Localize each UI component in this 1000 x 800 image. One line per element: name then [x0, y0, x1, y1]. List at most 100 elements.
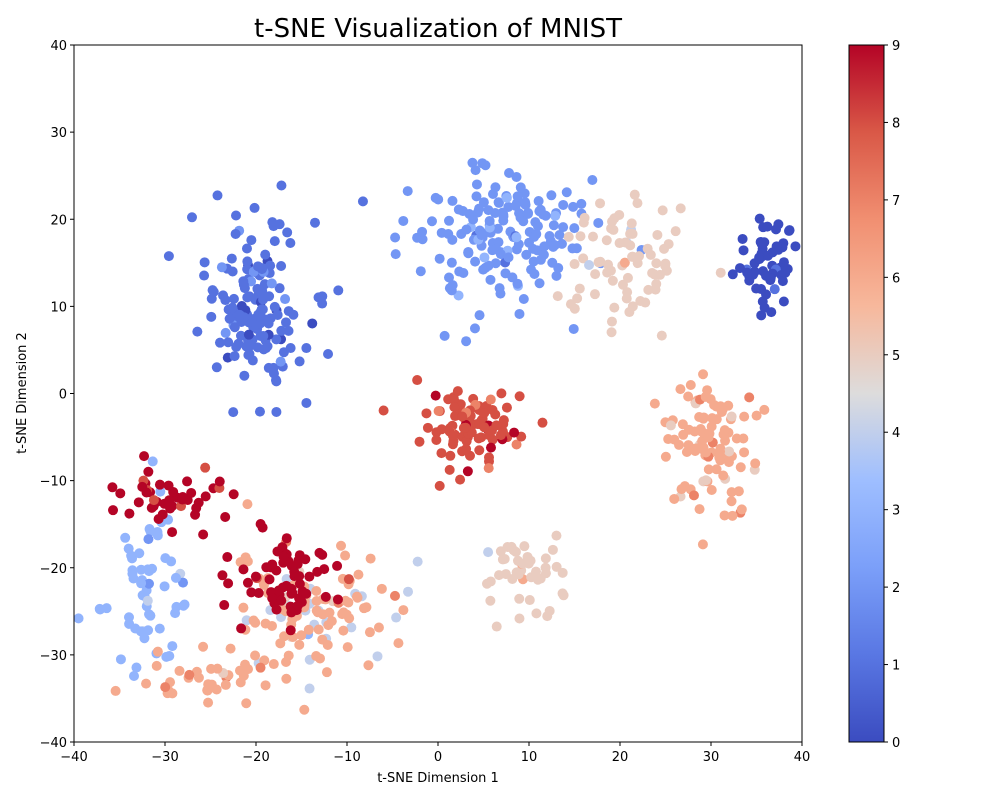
scatter-point	[433, 194, 444, 205]
scatter-point	[127, 568, 138, 579]
scatter-point	[766, 307, 777, 318]
scatter-point	[120, 532, 131, 543]
scatter-point	[548, 220, 559, 231]
scatter-point	[726, 487, 737, 498]
scatter-point	[587, 174, 598, 185]
scatter-point	[493, 570, 504, 581]
scatter-point	[738, 433, 749, 444]
scatter-point	[267, 593, 278, 604]
scatter-point	[762, 221, 773, 232]
scatter-point	[439, 330, 450, 341]
scatter-point	[461, 336, 472, 347]
scatter-point	[230, 228, 241, 239]
scatter-point	[737, 233, 748, 244]
scatter-point	[579, 212, 590, 223]
scatter-point	[220, 512, 231, 523]
scatter-point	[524, 237, 535, 248]
scatter-point	[191, 503, 202, 514]
scatter-point	[476, 230, 487, 241]
scatter-point	[773, 219, 784, 230]
scatter-point	[498, 415, 509, 426]
scatter-point	[513, 569, 524, 580]
scatter-point	[511, 171, 522, 182]
scatter-point	[480, 160, 491, 171]
scatter-point	[576, 198, 587, 209]
scatter-point	[321, 667, 332, 678]
scatter-point	[750, 458, 761, 469]
scatter-point	[484, 215, 495, 226]
scatter-point	[683, 391, 694, 402]
scatter-point	[412, 556, 423, 567]
scatter-point	[521, 249, 532, 260]
scatter-point	[619, 257, 630, 268]
scatter-point	[139, 633, 150, 644]
scatter-point	[488, 189, 499, 200]
scatter-point	[165, 503, 176, 514]
scatter-point	[434, 480, 445, 491]
scatter-point	[491, 420, 502, 431]
scatter-point	[574, 283, 585, 294]
colorbar-tick-label: 1	[892, 659, 900, 674]
scatter-point	[294, 578, 305, 589]
scatter-point	[206, 679, 217, 690]
scatter-point	[540, 553, 551, 564]
scatter-point	[304, 683, 315, 694]
scatter-point	[446, 257, 457, 268]
scatter-point	[235, 330, 246, 341]
scatter-point	[632, 258, 643, 269]
scatter-point	[152, 646, 163, 657]
scatter-point	[177, 492, 188, 503]
scatter-point	[271, 565, 282, 576]
scatter-point	[255, 519, 266, 530]
scatter-point	[421, 408, 432, 419]
scatter-point	[241, 698, 252, 709]
y-axis-ticks: −40 −30 −20 −10 0 10 20 30 40	[40, 39, 74, 751]
scatter-point	[243, 350, 254, 361]
scatter-point	[373, 622, 384, 633]
scatter-point	[231, 210, 242, 221]
scatter-point	[300, 554, 311, 565]
scatter-point	[491, 621, 502, 632]
scatter-point	[719, 510, 730, 521]
scatter-point	[514, 593, 525, 604]
scatter-point	[782, 263, 793, 274]
scatter-point	[552, 291, 563, 302]
scatter-point	[703, 464, 714, 475]
colorbar-tick-label: 5	[892, 349, 900, 364]
scatter-point	[336, 540, 347, 551]
scatter-point	[311, 651, 322, 662]
scatter-point	[199, 270, 210, 281]
scatter-point	[665, 420, 676, 431]
y-tick-label: 30	[50, 126, 67, 141]
scatter-point	[317, 291, 328, 302]
scatter-point	[260, 249, 271, 260]
x-tick-label: 40	[794, 750, 811, 765]
scatter-point	[707, 413, 718, 424]
scatter-point	[436, 227, 447, 238]
scatter-point	[524, 595, 535, 606]
scatter-point	[148, 495, 159, 506]
scatter-point	[124, 508, 135, 519]
scatter-point	[220, 679, 231, 690]
scatter-point	[126, 550, 137, 561]
scatter-point	[509, 427, 520, 438]
scatter-point	[617, 279, 628, 290]
scatter-point	[727, 269, 738, 280]
scatter-point	[507, 272, 518, 283]
scatter-point	[141, 487, 152, 498]
scatter-point	[372, 651, 383, 662]
scatter-point	[143, 578, 154, 589]
plot-area: −40 −30 −20 −10 0 10 20 30 40 −40 −30 −20 −10 0 10 20 3…	[40, 39, 811, 765]
scatter-point	[744, 392, 755, 403]
colorbar-tick-label: 9	[892, 39, 900, 54]
scatter-point	[436, 448, 447, 459]
scatter-point	[227, 302, 238, 313]
scatter-point	[160, 682, 171, 693]
scatter-point	[286, 607, 297, 618]
scatter-point	[698, 442, 709, 453]
scatter-point	[191, 666, 202, 677]
scatter-point	[340, 550, 351, 561]
scatter-point	[558, 222, 569, 233]
scatter-point	[218, 290, 229, 301]
scatter-point	[578, 253, 589, 264]
